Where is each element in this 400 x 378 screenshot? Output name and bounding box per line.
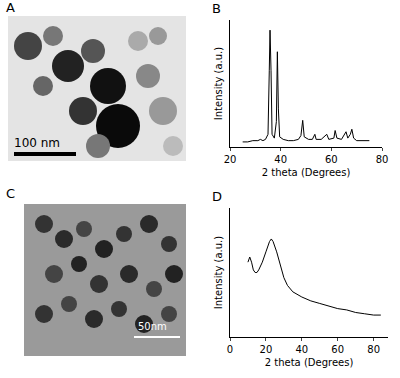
svg-text:60: 60 [331,344,344,355]
svg-text:Intensity (a.u.): Intensity (a.u.) [213,47,224,120]
svg-text:2 theta (Degrees): 2 theta (Degrees) [265,357,354,368]
svg-text:2 theta (Degrees): 2 theta (Degrees) [262,167,351,178]
svg-text:20: 20 [224,154,237,165]
svg-text:80: 80 [376,154,389,165]
svg-text:0: 0 [227,344,233,355]
html-text:A: A [6,0,15,15]
svg-text:40: 40 [295,344,308,355]
svg-text:50nm: 50nm [138,321,167,332]
svg-text:80: 80 [367,344,380,355]
html-text:C: C [6,186,16,201]
svg-text:60: 60 [325,154,338,165]
svg-text:Intensity (a.u.): Intensity (a.u.) [213,236,224,309]
svg-text:B: B [212,1,221,16]
svg-text:20: 20 [260,344,273,355]
svg-text:100 nm: 100 nm [14,136,60,150]
svg-text:D: D [212,189,222,204]
svg-text:40: 40 [274,154,287,165]
